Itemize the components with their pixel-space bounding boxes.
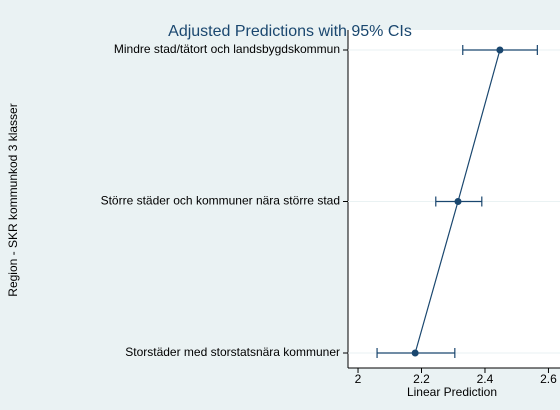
x-tick-label: 2 <box>355 372 362 386</box>
x-tick-label: 2.4 <box>477 372 494 386</box>
y-tick-label: Storstäder med storstatsnära kommuner <box>125 345 340 359</box>
y-tick-label: Mindre stad/tätort och landsbygdskommun <box>114 42 340 56</box>
y-axis-title: Region - SKR kommunkod 3 klasser <box>6 103 20 296</box>
chart-title: Adjusted Predictions with 95% CIs <box>168 23 412 40</box>
y-tick-label: Större städer och kommuner nära större s… <box>101 194 340 208</box>
plot-region <box>348 30 560 368</box>
marker <box>411 349 419 357</box>
x-tick-label: 2.2 <box>413 372 430 386</box>
marker <box>454 198 462 205</box>
x-axis-title: Linear Prediction <box>407 385 497 399</box>
x-tick-label: 2.6 <box>540 372 557 386</box>
marker <box>496 46 504 54</box>
